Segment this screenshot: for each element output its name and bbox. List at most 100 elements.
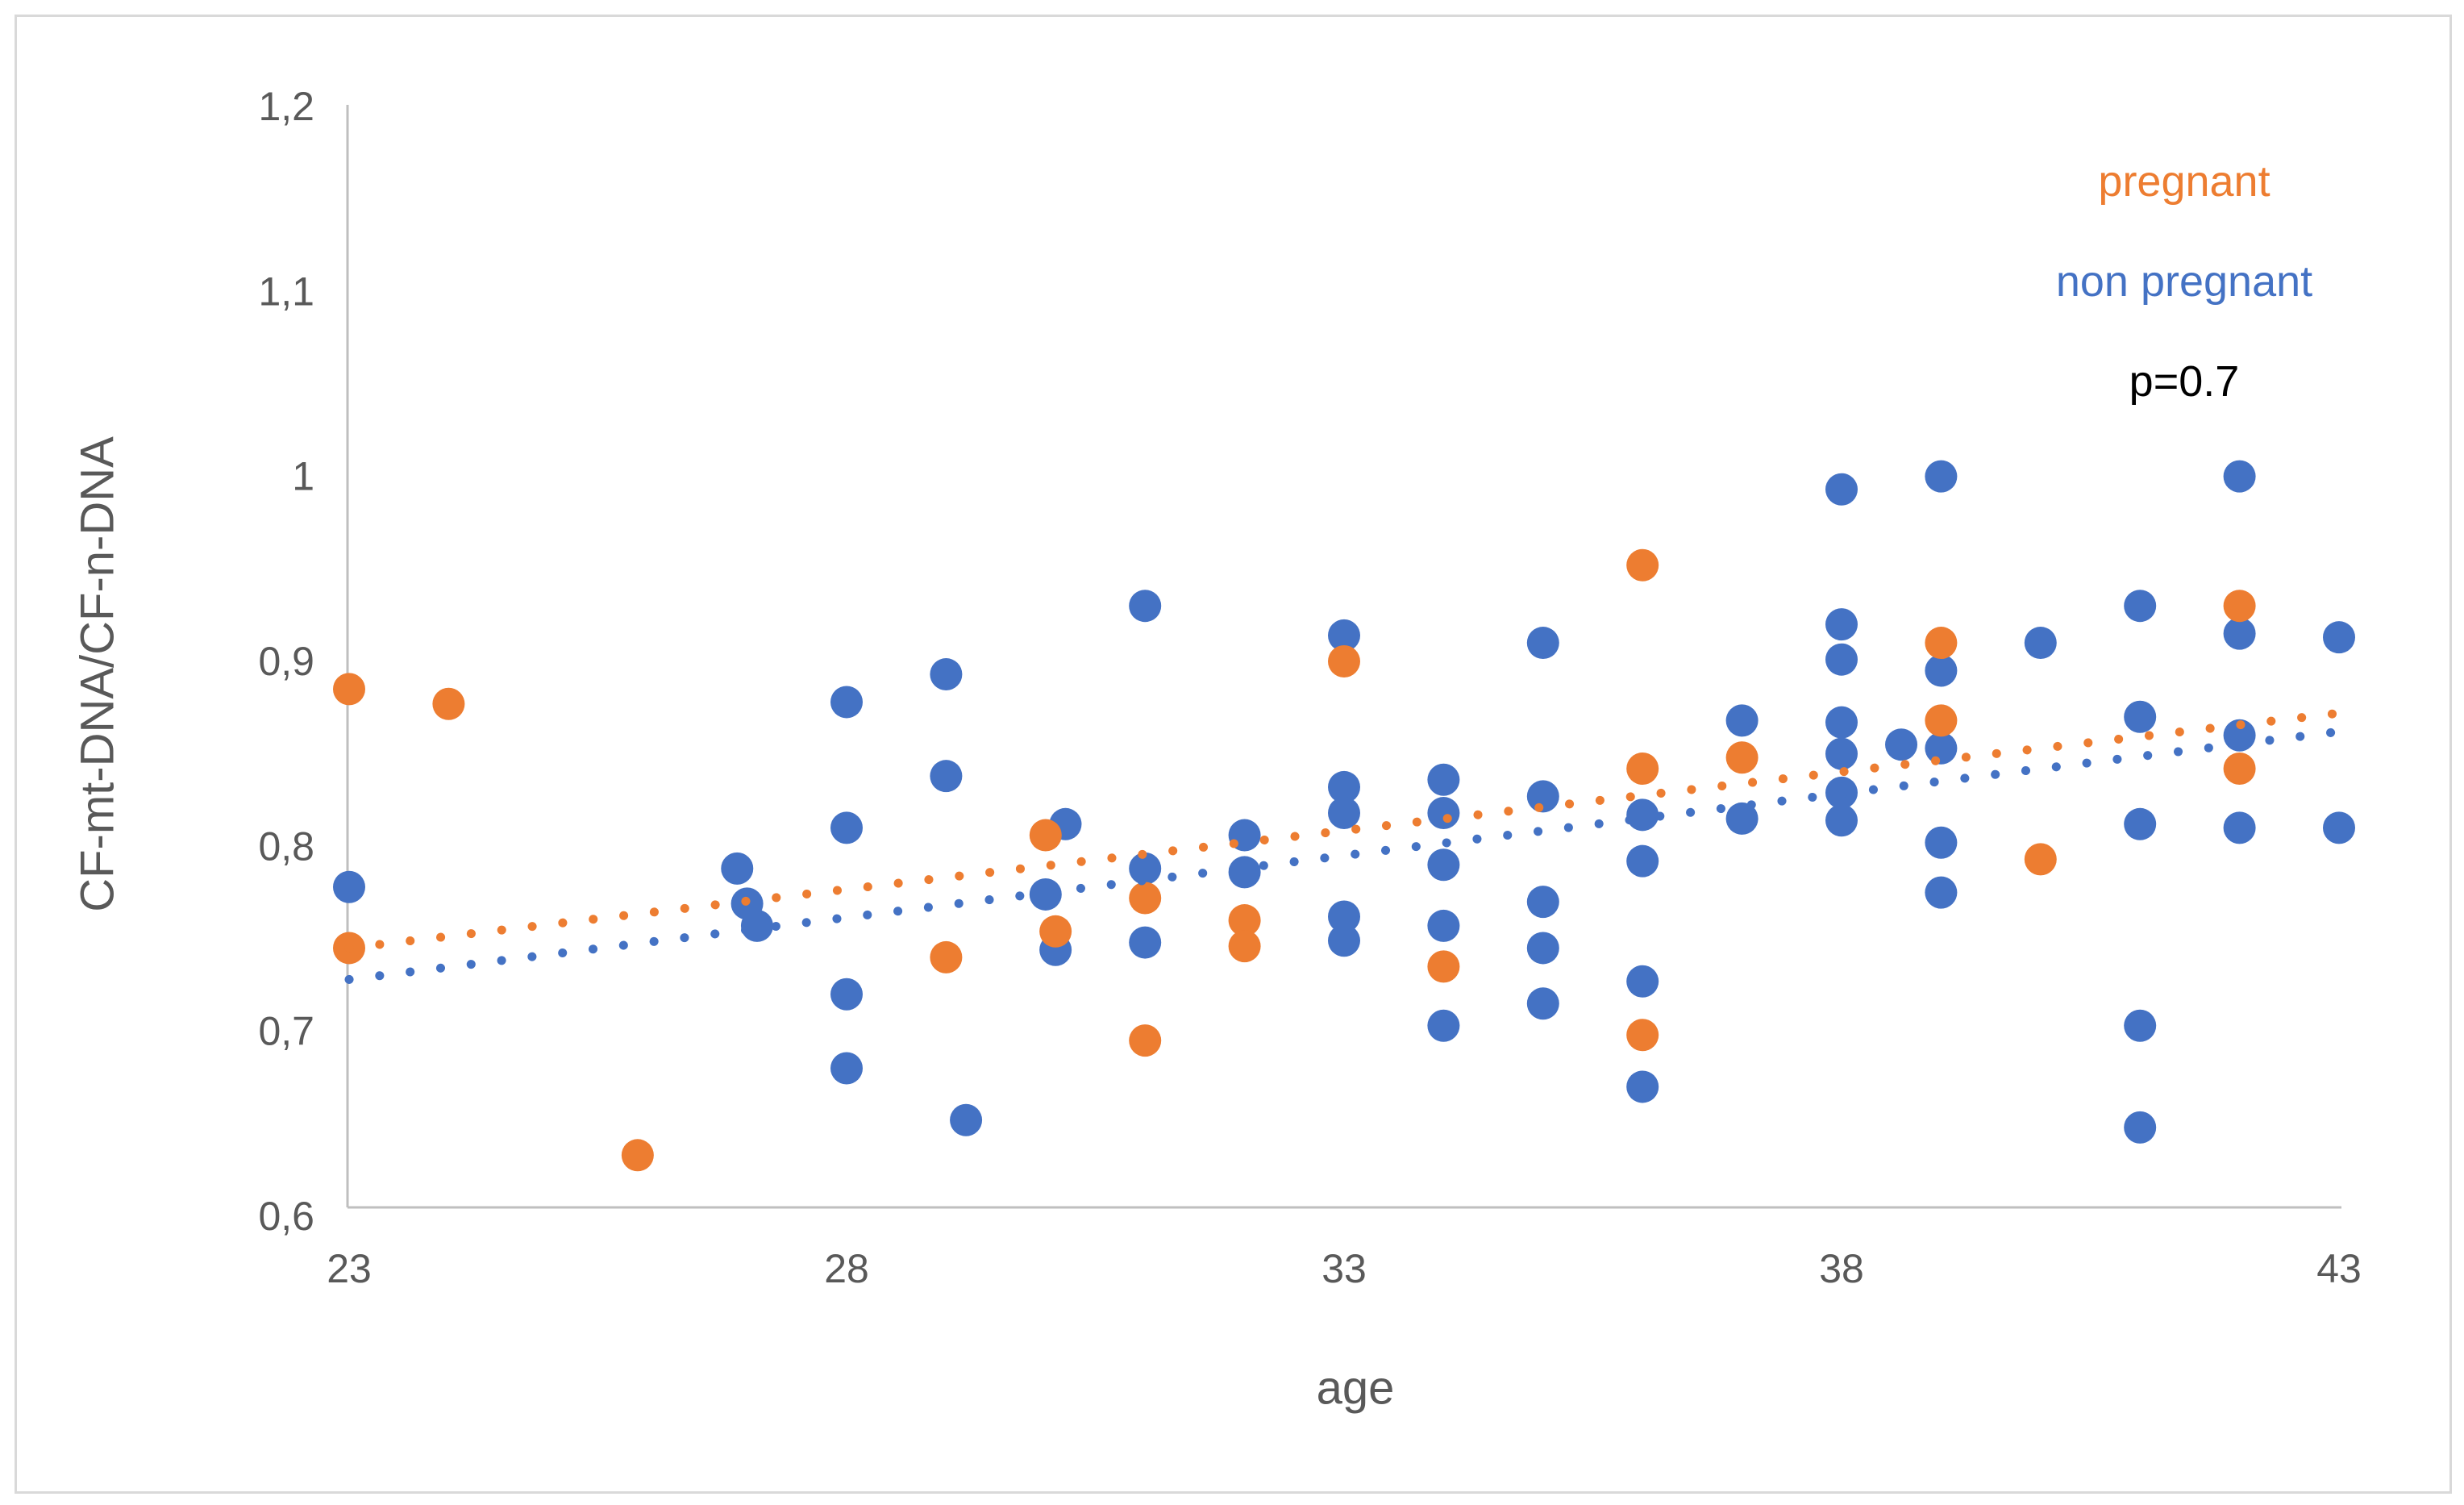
data-point-non-pregnant	[2223, 811, 2256, 844]
data-point-non-pregnant	[2323, 811, 2355, 844]
p-value-annotation: p=0.7	[2129, 357, 2240, 406]
data-point-non-pregnant	[1925, 460, 1958, 493]
data-point-non-pregnant	[2024, 627, 2057, 660]
data-point-non-pregnant	[1725, 802, 1759, 835]
x-tick-label: 33	[1321, 1246, 1367, 1291]
data-point-pregnant	[1228, 904, 1261, 937]
chart-figure: 1,2 1,1 1 0,9 0,8 0,7 0,6 23 28 33 38 43 CF-mt-DNA/…	[15, 15, 2452, 1494]
y-tick-label: 0,7	[258, 1009, 314, 1054]
data-point-non-pregnant	[1825, 706, 1858, 739]
y-axis-title: CF-mt-DNA/CF-n-DNA	[71, 436, 124, 912]
data-point-non-pregnant	[1626, 844, 1659, 878]
x-tick-label: 43	[2316, 1246, 2362, 1291]
data-point-non-pregnant	[2124, 590, 2157, 623]
data-point-non-pregnant	[1526, 886, 1559, 919]
data-point-non-pregnant	[1825, 804, 1858, 837]
data-point-pregnant	[1039, 915, 1072, 948]
legend: pregnant non pregnant p=0.7	[1942, 131, 2426, 431]
data-point-non-pregnant	[1526, 627, 1559, 660]
data-point-non-pregnant	[2223, 719, 2256, 752]
data-point-non-pregnant	[830, 1052, 863, 1085]
data-point-pregnant	[1129, 1024, 1162, 1057]
data-point-pregnant	[1029, 819, 1062, 852]
data-point-non-pregnant	[1328, 924, 1360, 957]
data-point-pregnant	[1427, 950, 1460, 983]
data-point-non-pregnant	[1825, 643, 1858, 676]
data-point-non-pregnant	[1725, 704, 1759, 737]
data-point-non-pregnant	[2124, 1009, 2157, 1042]
data-point-non-pregnant	[1925, 732, 1958, 765]
data-point-non-pregnant	[1129, 926, 1162, 959]
data-point-non-pregnant	[2124, 1111, 2157, 1144]
data-point-non-pregnant	[1129, 852, 1162, 885]
data-point-pregnant	[1129, 882, 1162, 915]
data-point-non-pregnant	[2124, 700, 2157, 733]
data-point-non-pregnant	[2124, 807, 2157, 840]
trendline-pregnant	[344, 708, 2344, 953]
data-point-non-pregnant	[2223, 460, 2256, 493]
data-point-pregnant	[1626, 1019, 1659, 1052]
data-point-pregnant	[432, 687, 465, 720]
x-tick-label: 28	[824, 1246, 869, 1291]
data-point-pregnant	[1925, 627, 1958, 660]
data-point-non-pregnant	[1328, 619, 1360, 652]
data-point-non-pregnant	[1328, 900, 1360, 933]
y-tick-label: 0,9	[258, 639, 314, 684]
legend-item-non-pregnant: non pregnant	[2055, 257, 2313, 306]
data-point-non-pregnant	[333, 870, 365, 903]
data-point-non-pregnant	[830, 686, 863, 719]
data-point-non-pregnant	[1427, 763, 1460, 796]
trendline-non-pregnant	[344, 727, 2344, 984]
data-point-non-pregnant	[721, 852, 754, 885]
data-point-non-pregnant	[1825, 608, 1858, 641]
data-point-non-pregnant	[1228, 856, 1261, 889]
y-tick-label: 1,1	[258, 269, 314, 314]
x-axis-title: age	[1316, 1361, 1395, 1415]
data-point-non-pregnant	[1925, 826, 1958, 859]
data-point-non-pregnant	[1328, 770, 1360, 803]
data-point-non-pregnant	[1626, 1070, 1659, 1103]
data-point-pregnant	[1228, 930, 1261, 963]
y-tick-label: 0,6	[258, 1194, 314, 1239]
data-point-non-pregnant	[1925, 876, 1958, 909]
data-point-non-pregnant	[1427, 848, 1460, 882]
data-point-pregnant	[2223, 752, 2256, 786]
x-tick-label: 38	[1819, 1246, 1864, 1291]
data-point-non-pregnant	[1526, 932, 1559, 965]
data-point-non-pregnant	[1925, 654, 1958, 687]
data-point-non-pregnant	[1526, 987, 1559, 1020]
data-point-non-pregnant	[1825, 473, 1858, 506]
data-point-pregnant	[1626, 752, 1659, 786]
data-point-non-pregnant	[2323, 621, 2355, 654]
data-point-non-pregnant	[1885, 728, 1918, 761]
data-point-pregnant	[2024, 843, 2057, 876]
data-point-pregnant	[2223, 590, 2256, 623]
data-point-pregnant	[1328, 644, 1360, 677]
data-point-non-pregnant	[930, 658, 963, 691]
data-point-pregnant	[1925, 704, 1958, 737]
data-point-non-pregnant	[830, 978, 863, 1011]
data-point-non-pregnant	[1825, 737, 1858, 770]
data-point-pregnant	[333, 673, 365, 706]
data-point-pregnant	[930, 940, 963, 973]
data-point-non-pregnant	[930, 760, 963, 793]
y-tick-label: 0,8	[258, 823, 314, 869]
data-point-non-pregnant	[830, 811, 863, 844]
data-point-non-pregnant	[1029, 878, 1062, 911]
data-point-non-pregnant	[1328, 797, 1360, 830]
data-point-non-pregnant	[1427, 797, 1460, 830]
data-point-non-pregnant	[1526, 780, 1559, 813]
legend-item-pregnant: pregnant	[2098, 157, 2270, 206]
data-point-non-pregnant	[1626, 965, 1659, 998]
data-point-pregnant	[621, 1139, 654, 1172]
data-point-non-pregnant	[1129, 590, 1162, 623]
data-point-non-pregnant	[1626, 798, 1659, 832]
x-tick-label: 23	[327, 1246, 372, 1291]
data-point-non-pregnant	[950, 1103, 983, 1136]
y-tick-label: 1	[292, 454, 314, 499]
data-point-non-pregnant	[1427, 909, 1460, 942]
data-point-non-pregnant	[1427, 1009, 1460, 1042]
y-tick-label: 1,2	[258, 84, 314, 129]
data-point-pregnant	[1725, 741, 1759, 774]
